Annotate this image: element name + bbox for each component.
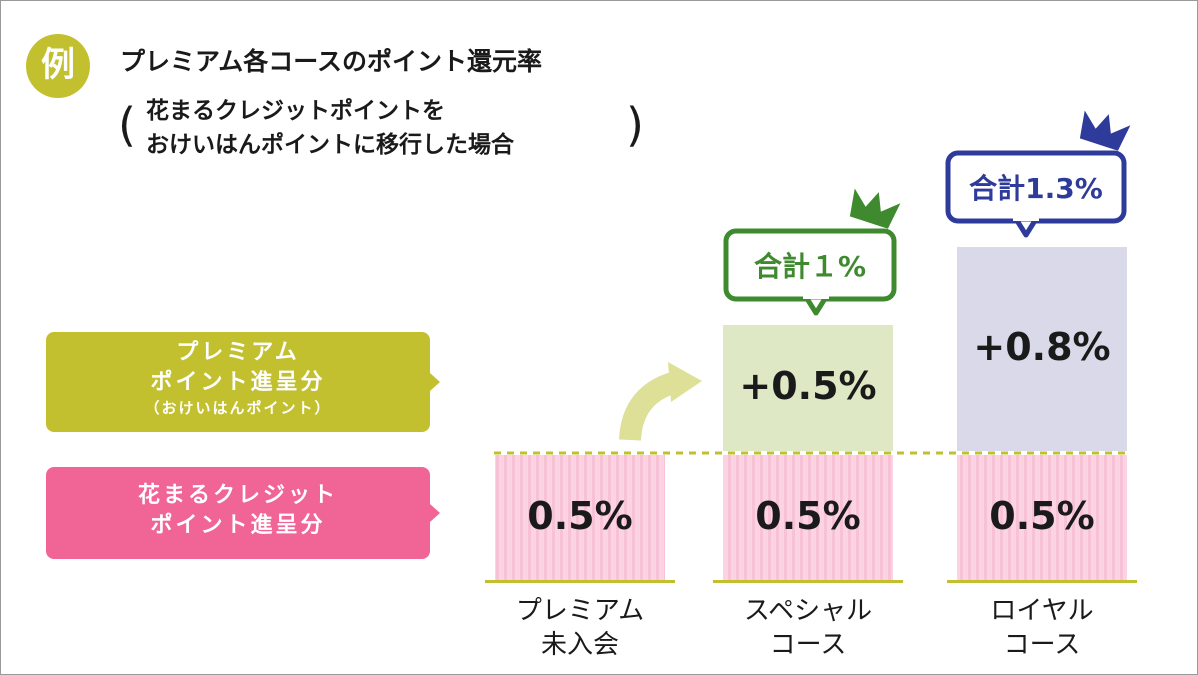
total-bubble-tail-2 bbox=[1013, 216, 1039, 238]
legend-credit-points: 花まるクレジット ポイント進呈分 bbox=[46, 467, 440, 559]
crown-icon bbox=[849, 188, 901, 229]
legend-premium-points: プレミアム ポイント進呈分 （おけいはんポイント） bbox=[46, 332, 440, 432]
paren-open: ( bbox=[118, 98, 136, 152]
subtitle-line-1: 花まるクレジットポイントを bbox=[146, 98, 445, 124]
example-badge: 例 bbox=[26, 34, 90, 98]
total-bubble-2 bbox=[945, 110, 1131, 238]
legend-credit-line-1: 花まるクレジット bbox=[137, 483, 338, 508]
total-bubble-tail-1 bbox=[803, 294, 829, 316]
total-bubble-tail-mask-1 bbox=[803, 293, 829, 299]
legend-credit-line-2: ポイント進呈分 bbox=[150, 513, 326, 538]
total-label-1: 合計１% bbox=[753, 250, 867, 283]
bar-credit-0 bbox=[495, 455, 665, 580]
legend-premium-line-2: ポイント進呈分 bbox=[150, 370, 326, 395]
category-label-0-line-1: 未入会 bbox=[540, 630, 619, 660]
chart-title: プレミアム各コースのポイント還元率 bbox=[120, 47, 543, 76]
crown-icon bbox=[1079, 110, 1131, 151]
bar-credit-label-1: 0.5% bbox=[755, 493, 861, 538]
legend-premium-pointer bbox=[430, 373, 440, 391]
legend-premium-line-3: （おけいはんポイント） bbox=[144, 399, 332, 417]
total-bubble-tail-mask-2 bbox=[1013, 215, 1039, 221]
chart-subtitle: 花まるクレジットポイントを おけいはんポイントに移行した場合 bbox=[146, 94, 514, 162]
bar-premium-2 bbox=[957, 247, 1127, 451]
bar-premium-1 bbox=[723, 325, 893, 451]
upgrade-arrow-head bbox=[668, 362, 702, 402]
total-bubble-1 bbox=[723, 188, 901, 316]
total-label-2: 合計1.3% bbox=[969, 172, 1103, 205]
category-label-2-line-1: コース bbox=[1003, 630, 1081, 660]
category-label-1-line-0: スペシャル bbox=[743, 596, 873, 626]
bar-credit-2 bbox=[957, 455, 1127, 580]
legend-premium-line-1: プレミアム bbox=[176, 340, 300, 365]
bar-credit-1 bbox=[723, 455, 893, 580]
baseline-1 bbox=[713, 580, 903, 583]
baseline-0 bbox=[485, 580, 675, 583]
category-label-1-line-1: コース bbox=[769, 630, 847, 660]
legend-credit-pointer bbox=[430, 504, 440, 522]
category-label-2-line-0: ロイヤル bbox=[990, 596, 1094, 626]
paren-close: ) bbox=[626, 98, 644, 152]
bar-credit-label-2: 0.5% bbox=[989, 493, 1095, 538]
bar-premium-label-2: +0.8% bbox=[973, 325, 1111, 369]
category-label-2: ロイヤル コース bbox=[942, 594, 1142, 662]
category-label-0-line-0: プレミアム bbox=[515, 596, 645, 626]
category-label-0: プレミアム 未入会 bbox=[480, 594, 680, 662]
category-label-1: スペシャル コース bbox=[708, 594, 908, 662]
baseline-2 bbox=[947, 580, 1137, 583]
bar-premium-label-1: +0.5% bbox=[739, 364, 877, 408]
upgrade-arrow-shaft bbox=[619, 371, 680, 441]
bar-credit-label-0: 0.5% bbox=[527, 493, 633, 538]
subtitle-line-2: おけいはんポイントに移行した場合 bbox=[146, 132, 514, 158]
